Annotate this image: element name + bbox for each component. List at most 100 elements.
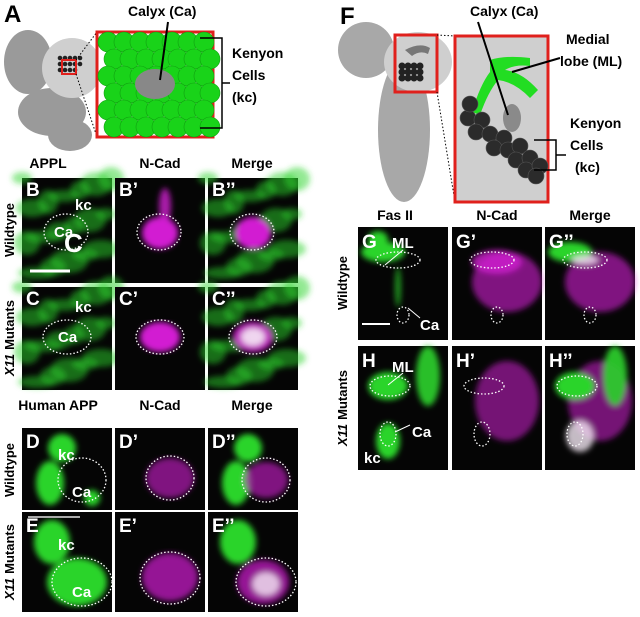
outline: [135, 319, 185, 355]
signal-blob: [142, 217, 178, 249]
outline: [556, 375, 598, 397]
signal-blob: [284, 276, 310, 300]
signal-blob: [48, 434, 76, 462]
outline: [145, 455, 195, 501]
signal-blob: [140, 322, 180, 352]
signal-blob: [555, 372, 595, 400]
signal-blob: [16, 199, 48, 217]
signal: [198, 167, 310, 279]
signal-blob: [204, 267, 242, 279]
label: N-Cad: [139, 397, 180, 413]
signal-blob: [64, 217, 84, 235]
label: Merge: [231, 155, 272, 171]
cell-dot: [398, 68, 406, 76]
brain-lobe: [338, 22, 394, 78]
label: Wildtype: [2, 203, 17, 257]
signal-blob: [244, 462, 288, 498]
label: C’: [119, 289, 138, 310]
label: kc: [58, 537, 75, 554]
svg-text:Kenyon: Kenyon: [232, 45, 283, 61]
svg-text:Medial: Medial: [566, 31, 610, 47]
outline: [396, 306, 410, 324]
outline: [463, 377, 505, 395]
label: D’: [119, 432, 138, 453]
cell-dot: [62, 67, 68, 73]
signal-blob: [475, 361, 539, 441]
label: D: [26, 432, 40, 453]
label: Merge: [231, 397, 272, 413]
brain-lobe: [4, 30, 52, 94]
signal-blob: [36, 461, 64, 505]
label: B: [26, 180, 40, 201]
outline: [241, 457, 291, 503]
cell-dot: [410, 74, 418, 82]
signal-blob: [368, 372, 408, 400]
label: kc: [58, 447, 75, 464]
label: C’’: [212, 289, 236, 310]
zoom-box: [393, 33, 439, 94]
decorations: [4, 21, 635, 612]
label: Fas II: [377, 207, 413, 223]
label: H’: [456, 351, 475, 372]
label: E: [26, 516, 39, 537]
brain-body: [48, 119, 92, 151]
text-part: Mutants: [2, 524, 17, 574]
bracket: [534, 139, 566, 171]
outline: [136, 213, 182, 251]
signal-blob: [64, 326, 84, 344]
label: C: [26, 289, 40, 310]
outline: [375, 251, 421, 269]
cell-dot: [67, 61, 73, 67]
outline: [490, 306, 504, 324]
label: C: [64, 228, 83, 258]
label: Ca: [54, 224, 74, 241]
signal-blob: [603, 346, 627, 406]
label: ML: [392, 359, 414, 376]
label: B’’: [212, 180, 236, 201]
pointer: [407, 307, 421, 319]
cell-dot: [404, 62, 412, 70]
label: E’: [119, 516, 137, 537]
label: Human APP: [18, 397, 98, 413]
signal-blob: [202, 199, 234, 217]
signal-blob: [12, 281, 32, 293]
label: Ca: [412, 424, 432, 441]
medial-lobe: [472, 56, 538, 115]
signal-blob: [204, 376, 242, 388]
signal-blob: [368, 231, 388, 247]
signal-blob: [235, 217, 271, 249]
signal-blob: [14, 231, 40, 255]
italic-part: X11: [2, 578, 17, 601]
signal-blob: [159, 188, 171, 224]
signal-blob: [234, 434, 262, 462]
signal-blob: [241, 328, 265, 346]
pointer: [511, 57, 561, 73]
cell-dot: [398, 62, 406, 70]
svg-text:Calyx (Ca): Calyx (Ca): [470, 3, 538, 19]
signal-blob: [34, 520, 70, 564]
italic-part: X11: [2, 354, 17, 377]
outline: [379, 421, 397, 447]
label: Ca: [72, 484, 92, 501]
signal-blob: [84, 490, 100, 506]
signal-blob: [142, 553, 198, 601]
cell-dot: [62, 61, 68, 67]
signal-blob: [200, 340, 226, 364]
signal: [198, 276, 310, 388]
zoom-box: [61, 59, 77, 75]
signal: [36, 434, 100, 506]
signal: [146, 458, 194, 498]
cell-dot: [410, 62, 418, 70]
label: Wildtype: [335, 256, 350, 310]
kenyon-cell: [199, 116, 221, 138]
label: H: [362, 351, 376, 372]
svg-text:F: F: [340, 3, 355, 30]
signal-blob: [18, 376, 56, 388]
svg-text:(kc): (kc): [232, 89, 257, 105]
signal-blob: [565, 252, 635, 312]
cell-dot: [404, 68, 412, 76]
cell-dot: [416, 68, 424, 76]
outline: [57, 457, 107, 503]
cell-dot: [404, 74, 412, 82]
